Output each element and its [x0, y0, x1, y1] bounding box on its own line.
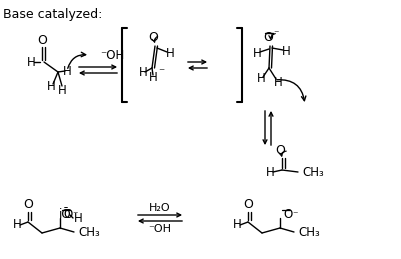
Text: H: H [58, 83, 67, 97]
Text: ⁻OH: ⁻OH [148, 224, 172, 234]
Text: O: O [263, 31, 273, 44]
Text: O: O [275, 143, 285, 156]
Text: CH₃: CH₃ [78, 227, 100, 240]
Text: H: H [12, 219, 21, 232]
Text: H: H [273, 76, 282, 89]
Text: ⁻: ⁻ [273, 29, 279, 39]
Text: ⁻: ⁻ [292, 210, 298, 220]
Text: H: H [233, 219, 241, 232]
Text: H: H [63, 64, 71, 77]
Text: H: H [253, 47, 261, 60]
Text: Base catalyzed:: Base catalyzed: [3, 8, 102, 21]
Text: H: H [149, 70, 157, 83]
Text: O: O [37, 33, 47, 47]
Text: O: O [63, 208, 72, 221]
Text: iŌ: iŌ [59, 207, 72, 220]
Text: H₂O: H₂O [149, 203, 171, 213]
Text: H: H [74, 212, 83, 226]
Text: O: O [283, 208, 292, 221]
Text: H: H [26, 55, 35, 68]
Text: H: H [139, 66, 148, 78]
Text: H: H [282, 45, 290, 57]
Text: CH₃: CH₃ [302, 166, 324, 178]
Text: ⁻OH: ⁻OH [100, 48, 124, 61]
Text: O: O [243, 198, 253, 212]
Text: H: H [257, 71, 265, 84]
Text: O: O [148, 31, 158, 44]
Text: CH₃: CH₃ [298, 227, 320, 240]
Text: H: H [166, 47, 174, 60]
Text: ⁻: ⁻ [158, 67, 164, 80]
Text: H: H [265, 166, 274, 178]
Text: ⁻: ⁻ [72, 210, 77, 220]
Text: H: H [47, 80, 55, 92]
Text: O: O [23, 198, 33, 212]
